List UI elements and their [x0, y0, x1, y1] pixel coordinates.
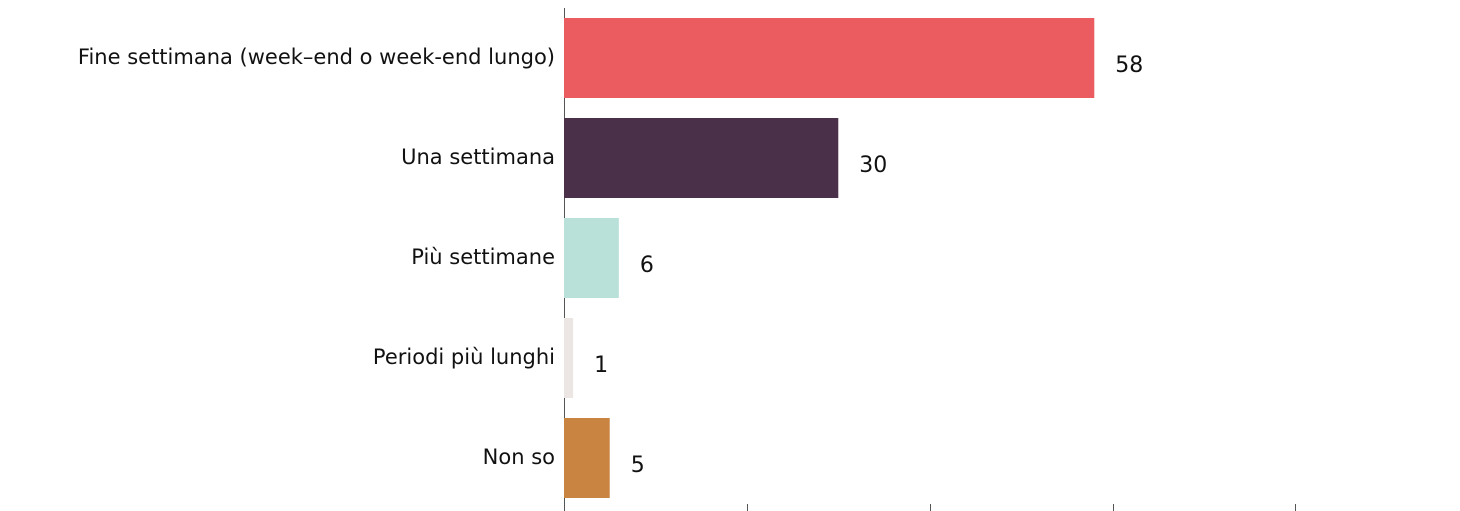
bar [564, 318, 574, 398]
value-label: 30 [859, 153, 887, 178]
category-label: Fine settimana (week–end o week-end lung… [78, 45, 555, 69]
category-label: Periodi più lunghi [373, 345, 555, 369]
value-label: 6 [640, 253, 654, 278]
category-label: Più settimane [411, 245, 555, 269]
value-label: 5 [631, 453, 645, 478]
category-label: Non so [483, 445, 555, 469]
bar [564, 418, 610, 498]
value-label: 1 [594, 353, 608, 378]
category-label: Una settimana [401, 145, 555, 169]
bar [564, 218, 619, 298]
bar [564, 118, 839, 198]
value-label: 58 [1115, 53, 1143, 78]
bar [564, 18, 1095, 98]
